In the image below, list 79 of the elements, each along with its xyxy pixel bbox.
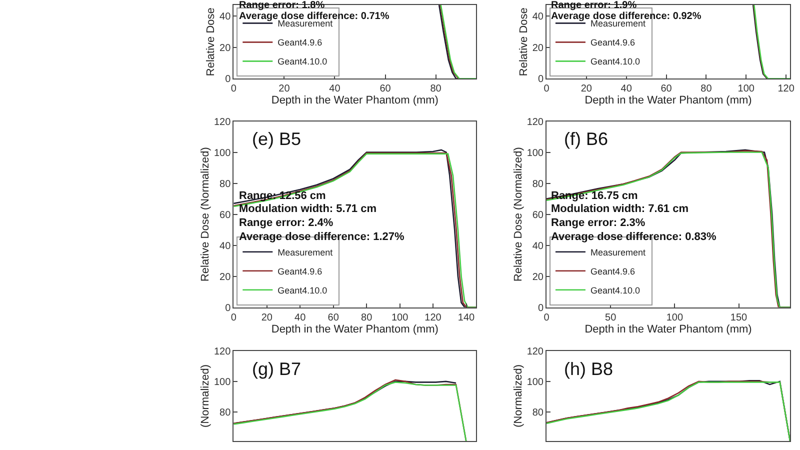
y-tick-label: 120 <box>526 116 544 128</box>
legend-label: Geant4.10.0 <box>590 56 640 67</box>
annotation: Average dose difference: 1.27% <box>239 231 404 243</box>
x-tick-label: 40 <box>329 84 341 95</box>
y-axis-title: Relative Dose <box>518 8 530 76</box>
y-tick-label: 100 <box>214 376 232 388</box>
legend-label: Geant4.9.6 <box>590 38 636 48</box>
y-axis-title: Relative Dose <box>205 8 218 76</box>
y-tick-label: 120 <box>214 116 232 128</box>
x-axis-title: Depth in the Water Phantom (mm) <box>271 323 438 336</box>
x-tick-label: 60 <box>380 84 392 95</box>
legend-label: Geant4.9.6 <box>590 266 636 276</box>
y-tick-label: 0 <box>538 302 544 314</box>
y-tick-label: 20 <box>220 42 232 54</box>
x-tick-label: 120 <box>778 84 795 95</box>
y-tick-label: 40 <box>532 240 544 252</box>
y-tick-label: 80 <box>220 178 232 190</box>
x-tick-label: 20 <box>261 312 273 324</box>
y-axis-title: Relative Dose (Normalized) <box>512 147 524 282</box>
annotation: Range error: 2.4% <box>239 217 334 229</box>
legend-label: Geant4.9.6 <box>278 38 322 48</box>
y-tick-label: 20 <box>532 272 544 283</box>
legend-label: Measurement <box>278 247 334 258</box>
x-tick-label: 40 <box>294 312 306 324</box>
x-tick-label: 20 <box>580 84 592 95</box>
y-tick-label: 100 <box>526 148 544 159</box>
legend-label: Geant4.10.0 <box>278 285 328 296</box>
x-tick-label: 150 <box>730 312 748 324</box>
text: (h) B8 <box>564 359 614 379</box>
annotation: Modulation width: 5.71 cm <box>239 203 377 215</box>
y-tick-label: 40 <box>532 11 544 22</box>
legend-label: Geant4.10.0 <box>590 285 640 296</box>
y-tick-label: 40 <box>220 240 232 252</box>
y-axis-title: (Normalized) <box>200 364 212 428</box>
x-tick-label: 80 <box>361 312 373 324</box>
x-tick-label: 60 <box>660 84 672 95</box>
x-axis-title: Depth in the Water Phantom (mm) <box>584 94 752 107</box>
y-tick-label: 40 <box>220 11 232 22</box>
x-axis-title: Depth in the Water Phantom (mm) <box>271 94 438 107</box>
annotation: Modulation width: 7.61 cm <box>551 203 689 215</box>
x-axis-title: Depth in the Water Phantom (mm) <box>584 323 752 336</box>
y-tick-label: 20 <box>532 42 544 54</box>
y-tick-label: 80 <box>220 407 232 418</box>
y-tick-label: 80 <box>532 407 544 418</box>
legend-label: Measurement <box>278 18 334 29</box>
x-tick-label: 80 <box>430 84 442 95</box>
y-tick-label: 120 <box>526 346 544 358</box>
y-tick-label: 60 <box>532 210 544 221</box>
legend-label: Geant4.10.0 <box>278 56 328 67</box>
y-tick-label: 60 <box>220 210 232 221</box>
legend-label: Geant4.9.6 <box>278 266 322 276</box>
x-tick-label: 80 <box>700 84 712 95</box>
y-tick-label: 120 <box>214 346 232 358</box>
x-tick-label: 60 <box>328 312 340 324</box>
y-tick-label: 0 <box>225 302 232 314</box>
y-axis-title: (Normalized) <box>512 364 524 428</box>
annotation: Range error: 2.3% <box>551 217 646 229</box>
y-tick-label: 0 <box>225 74 232 86</box>
text: (f) B6 <box>564 129 608 149</box>
x-tick-label: 120 <box>424 312 442 324</box>
y-axis-title: Relative Dose (Normalized) <box>200 147 212 282</box>
annotation: Range: 12.56 cm <box>239 190 326 202</box>
x-tick-label: 100 <box>666 312 684 324</box>
legend-label: Measurement <box>590 247 646 258</box>
y-tick-label: 100 <box>526 376 544 388</box>
text: (e) B5 <box>252 129 302 149</box>
x-tick-label: 140 <box>458 312 476 324</box>
legend-label: Measurement <box>590 18 646 29</box>
x-tick-label: 100 <box>738 84 755 95</box>
x-tick-label: 40 <box>620 84 632 95</box>
y-tick-label: 0 <box>538 74 544 86</box>
x-tick-label: 20 <box>278 84 290 95</box>
x-tick-label: 50 <box>605 312 617 324</box>
text: (g) B7 <box>252 359 302 379</box>
x-tick-label: 100 <box>391 312 409 324</box>
y-tick-label: 20 <box>220 272 232 283</box>
annotation: Average dose difference: 0.83% <box>551 231 716 243</box>
y-tick-label: 100 <box>214 148 232 159</box>
y-tick-label: 80 <box>532 178 544 190</box>
